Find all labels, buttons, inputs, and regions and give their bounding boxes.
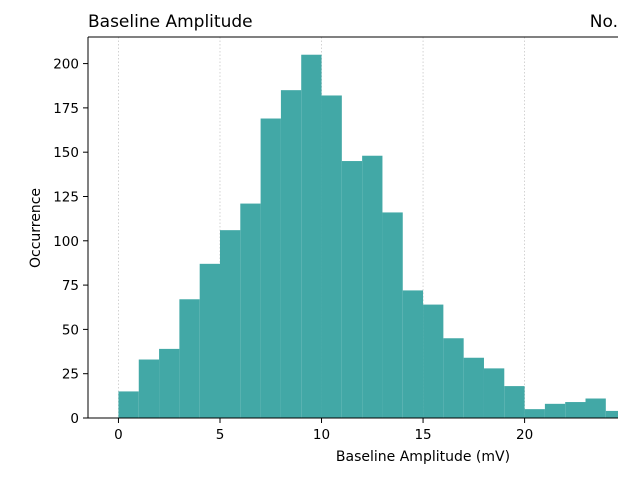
histogram-bar xyxy=(199,263,220,418)
histogram-bar xyxy=(504,386,525,418)
y-tick-label: 200 xyxy=(53,57,79,73)
histogram-bar xyxy=(524,409,545,418)
y-tick-label: 0 xyxy=(70,411,79,427)
histogram-bar xyxy=(159,348,180,418)
x-tick-label: 5 xyxy=(216,427,225,443)
histogram-bar xyxy=(362,155,383,419)
histogram-bar xyxy=(463,357,484,418)
y-tick-label: 150 xyxy=(53,145,79,161)
x-tick-label: 15 xyxy=(414,427,431,443)
x-tick-label: 0 xyxy=(114,427,123,443)
histogram-bars xyxy=(118,54,618,419)
histogram-bar xyxy=(423,304,444,418)
histogram-bar xyxy=(402,290,424,418)
x-ticks: 0 5 10 15 20 xyxy=(114,418,533,443)
histogram-bar xyxy=(219,230,241,418)
histogram-bar xyxy=(341,161,363,418)
histogram-bar xyxy=(565,402,586,418)
histogram-bar xyxy=(483,368,505,418)
axes xyxy=(87,36,618,419)
y-ticks: 0 25 50 75 100 125 150 175 200 xyxy=(53,57,88,427)
chart-title: Baseline Amplitude xyxy=(88,12,253,32)
histogram-bar xyxy=(118,391,139,418)
x-axis-label: Baseline Amplitude (mV) xyxy=(336,449,510,465)
x-tick-label: 20 xyxy=(516,427,533,443)
y-tick-label: 50 xyxy=(62,322,79,338)
y-axis-label: Occurrence xyxy=(28,188,44,268)
histogram-bar xyxy=(585,398,606,418)
histogram-bar xyxy=(138,359,160,418)
histogram-bar xyxy=(240,203,261,418)
y-tick-label: 25 xyxy=(62,367,79,383)
y-tick-label: 75 xyxy=(62,278,79,294)
histogram-bar xyxy=(179,299,200,418)
x-tick-label: 10 xyxy=(313,427,330,443)
histogram-bar xyxy=(544,403,566,418)
histogram-bar xyxy=(321,95,342,419)
chart-title-right: No. xyxy=(590,12,618,32)
histogram-bar xyxy=(280,90,302,419)
histogram-bar xyxy=(443,338,464,418)
histogram-bar xyxy=(260,118,281,418)
y-tick-label: 125 xyxy=(53,189,79,205)
y-tick-label: 100 xyxy=(53,234,79,250)
histogram-bar xyxy=(605,410,618,418)
y-tick-label: 175 xyxy=(53,101,79,117)
histogram-bar xyxy=(301,54,322,418)
histogram-bar xyxy=(382,212,403,418)
